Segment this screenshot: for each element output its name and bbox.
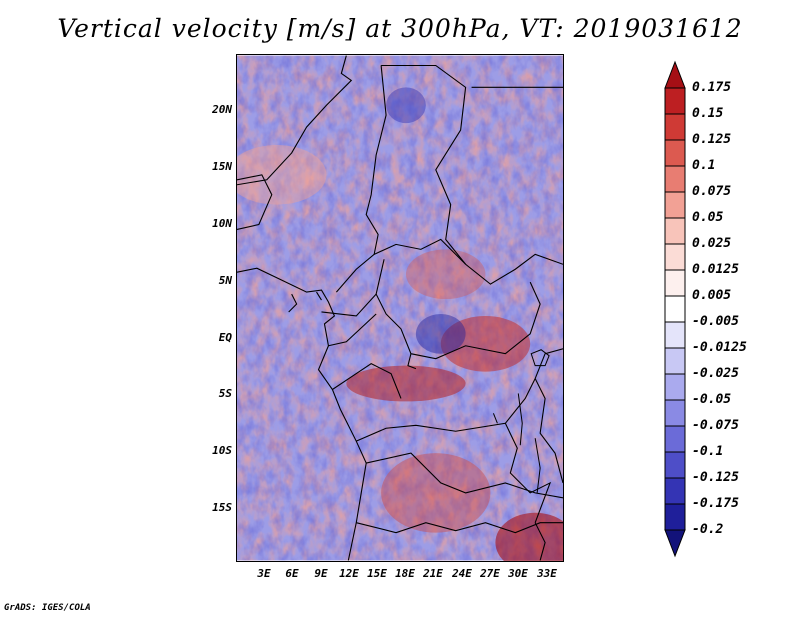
- colorbar-arrow-bottom: [664, 529, 686, 558]
- colorbar-segment-5: [664, 191, 686, 219]
- colorbar: [664, 60, 686, 558]
- colorbar-label-5: 0.05: [692, 210, 724, 225]
- colorbar-label-9: -0.005: [692, 314, 739, 329]
- colorbar-label-16: -0.175: [692, 496, 739, 511]
- colorbar-label-12: -0.05: [692, 392, 732, 407]
- lat-label-10n: 10N: [212, 217, 232, 230]
- colorbar-segment-16: [664, 477, 686, 505]
- colorbar-label-10: -0.0125: [692, 340, 747, 355]
- colorbar-label-17: -0.2: [692, 522, 724, 537]
- colorbar-segment-8: [664, 269, 686, 297]
- chart-title: Vertical velocity [m/s] at 300hPa, VT: 2…: [57, 14, 743, 43]
- colorbar-label-4: 0.075: [692, 184, 732, 199]
- colorbar-label-14: -0.1: [692, 444, 724, 459]
- convective-cells: [237, 87, 563, 561]
- lakes: [492, 349, 550, 493]
- colorbar-label-7: 0.0125: [692, 262, 739, 277]
- colorbar-label-11: -0.025: [692, 366, 739, 381]
- lon-label-30e: 30E: [508, 567, 528, 580]
- lon-label-24e: 24E: [452, 567, 472, 580]
- colorbar-segment-3: [664, 139, 686, 167]
- velocity-field: [237, 55, 563, 561]
- country-borders: [237, 55, 563, 561]
- colorbar-arrow-top: [664, 60, 686, 89]
- colorbar-segment-17: [664, 503, 686, 531]
- colorbar-segment-1: [664, 87, 686, 115]
- lat-label-15n: 15N: [212, 160, 232, 173]
- colorbar-segment-6: [664, 217, 686, 245]
- colorbar-label-8: 0.005: [692, 288, 732, 303]
- lon-label-18e: 18E: [395, 567, 415, 580]
- colorbar-segment-15: [664, 451, 686, 479]
- lat-label-5s: 5S: [218, 387, 232, 400]
- colorbar-label-15: -0.125: [692, 470, 739, 485]
- colorbar-segment-7: [664, 243, 686, 271]
- colorbar-label-2: 0.125: [692, 132, 732, 147]
- colorbar-segment-4: [664, 165, 686, 193]
- colorbar-segment-14: [664, 425, 686, 453]
- grads-credit: GrADS: IGES/COLA: [4, 603, 91, 613]
- colorbar-label-3: 0.1: [692, 158, 716, 173]
- lon-label-21e: 21E: [423, 567, 443, 580]
- colorbar-segment-10: [664, 321, 686, 349]
- lon-label-15e: 15E: [367, 567, 387, 580]
- colorbar-segment-13: [664, 399, 686, 427]
- colorbar-label-6: 0.025: [692, 236, 732, 251]
- colorbar-label-13: -0.075: [692, 418, 739, 433]
- colorbar-segment-11: [664, 347, 686, 375]
- lon-label-9e: 9E: [314, 567, 328, 580]
- lat-label-20n: 20N: [212, 103, 232, 116]
- lon-label-3e: 3E: [257, 567, 271, 580]
- lon-label-33e: 33E: [537, 567, 557, 580]
- lon-label-27e: 27E: [480, 567, 500, 580]
- field-blue-pattern: [237, 55, 563, 561]
- lat-label-15s: 15S: [212, 501, 232, 514]
- lon-label-6e: 6E: [285, 567, 299, 580]
- map-panel: [236, 54, 564, 562]
- lat-label-eq: EQ: [218, 331, 232, 344]
- colorbar-segment-9: [664, 295, 686, 323]
- colorbar-segment-2: [664, 113, 686, 141]
- colorbar-segment-12: [664, 373, 686, 401]
- colorbar-label-1: 0.15: [692, 106, 724, 121]
- lon-label-12e: 12E: [339, 567, 359, 580]
- lat-label-5n: 5N: [218, 274, 232, 287]
- lat-label-10s: 10S: [212, 444, 232, 457]
- colorbar-label-0: 0.175: [692, 80, 732, 95]
